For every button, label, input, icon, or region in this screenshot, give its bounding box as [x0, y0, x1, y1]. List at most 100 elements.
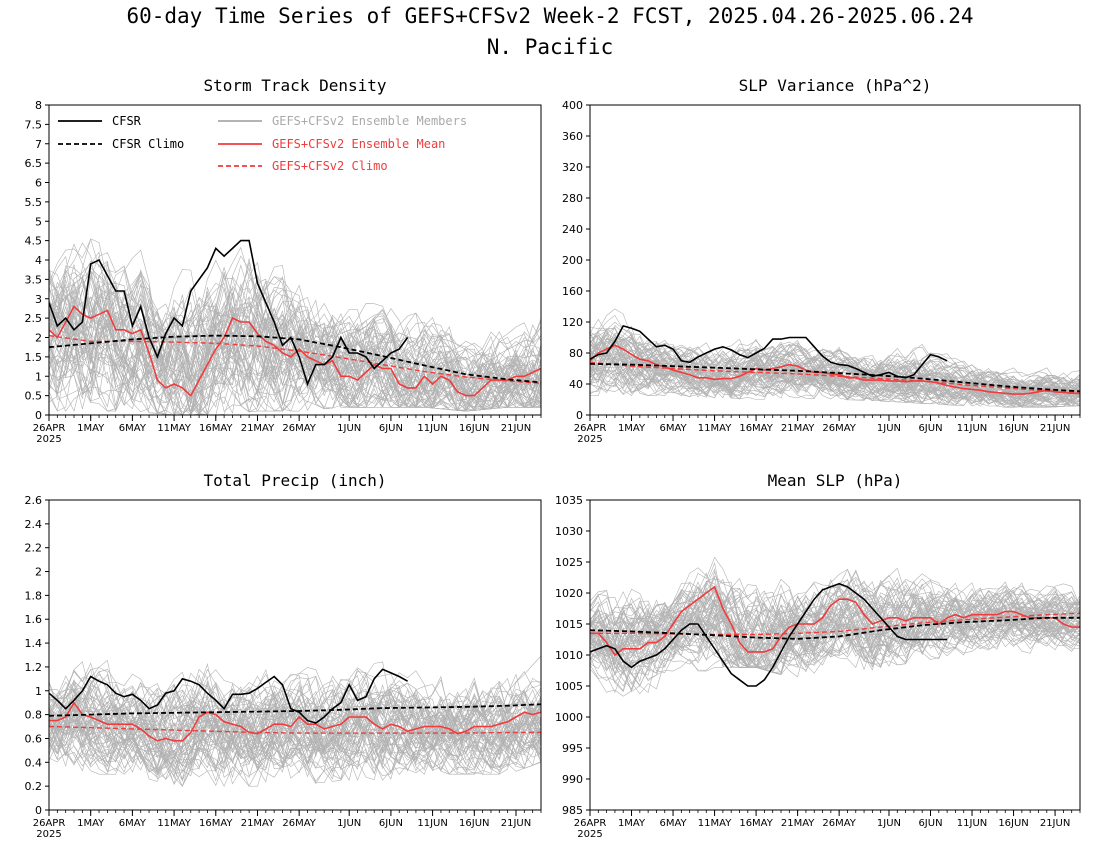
ensemble-member-line [590, 354, 1080, 407]
x-tick-label: 11MAY [157, 423, 191, 434]
x-tick-label: 16JUN [998, 818, 1028, 829]
x-year-label: 2025 [577, 829, 602, 840]
ensemble-member-line [49, 238, 541, 367]
y-tick-label: 6 [35, 177, 42, 190]
y-tick-label: 1 [35, 685, 42, 698]
chart-panel-2: SLP Variance (hPa^2) 0 40 80 120 160 200 240 280… [562, 76, 1081, 445]
ensemble-member-lines [49, 238, 541, 415]
x-tick-label: 1MAY [77, 818, 105, 829]
legend-ensemble-members-label: GEFS+CFSv2 Ensemble Members [272, 114, 467, 128]
y-tick-label: 6.5 [25, 157, 43, 170]
ensemble-member-line [590, 602, 1080, 664]
cfsr-line [590, 582, 948, 687]
ensemble-member-line [49, 308, 541, 409]
plot-frame [589, 499, 1081, 811]
y-tick-label: 360 [562, 130, 583, 143]
ensemble-member-line [49, 296, 541, 400]
ensemble-member-line [590, 581, 1080, 668]
ensemble-member-line [590, 615, 1080, 686]
ensemble-member-line [590, 611, 1080, 697]
cfsr-line [49, 668, 408, 724]
y-tick-label: 40 [569, 378, 583, 391]
x-tick-label: 1MAY [77, 423, 105, 434]
ensemble-member-line [49, 702, 541, 769]
y-tick-label: 1015 [555, 618, 583, 631]
y-tick-label: 1005 [555, 680, 583, 693]
ensemble-member-line [590, 600, 1080, 676]
y-tick-label: 2.5 [25, 312, 43, 325]
y-tick-label: 0.6 [25, 732, 43, 745]
x-tick-label: 1JUN [877, 423, 901, 434]
ensemble-member-line [590, 612, 1080, 687]
y-tick-label: 985 [562, 804, 583, 817]
ensemble-member-line [590, 352, 1080, 406]
x-tick-label: 16JUN [459, 423, 489, 434]
ensemble-member-line [590, 569, 1080, 639]
ensemble-member-line [590, 353, 1080, 408]
ensemble-member-line [49, 318, 541, 415]
ensemble-member-line [49, 338, 541, 415]
y-tick-label: 400 [562, 99, 583, 112]
x-tick-label: 11JUN [417, 818, 447, 829]
chart-panel-3: Total Precip (inch) 0 0.2 0.4 0.6 0.8 1 1.2 1.4 1… [25, 471, 542, 840]
y-tick-label: 0.5 [25, 390, 43, 403]
plot-area [590, 556, 1080, 697]
gefs-climo-line [49, 725, 541, 734]
ensemble-member-line [49, 281, 541, 393]
panel-title: Storm Track Density [203, 76, 386, 95]
ensemble-member-line [590, 354, 1080, 408]
cfsr-line [590, 324, 948, 379]
ensemble-member-line [590, 337, 1080, 405]
ensemble-member-line [49, 694, 541, 772]
x-tick-label: 11JUN [417, 423, 447, 434]
x-tick-label: 6MAY [659, 818, 687, 829]
x-tick-label: 26MAY [822, 818, 856, 829]
y-tick-label: 280 [562, 192, 583, 205]
ensemble-member-line [590, 618, 1080, 694]
x-tick-label: 16JUN [459, 818, 489, 829]
ensemble-member-line [49, 687, 541, 759]
x-tick-label: 21MAY [241, 423, 275, 434]
y-tick-label: 0.8 [25, 709, 43, 722]
ensemble-member-line [590, 568, 1080, 645]
y-tick-label: 7.5 [25, 118, 43, 131]
panel-title: Mean SLP (hPa) [768, 471, 903, 490]
x-tick-label: 26APR [574, 818, 607, 829]
panel-title: SLP Variance (hPa^2) [739, 76, 932, 95]
ensemble-member-line [590, 592, 1080, 651]
ensemble-member-line [590, 590, 1080, 690]
x-tick-label: 26APR [33, 818, 66, 829]
y-tick-label: 0.2 [25, 780, 43, 793]
x-tick-label: 26APR [33, 423, 66, 434]
y-tick-label: 5.5 [25, 196, 43, 209]
plot-area [49, 238, 541, 415]
y-tick-label: 2 [35, 332, 42, 345]
x-tick-label: 11MAY [157, 818, 191, 829]
x-tick-label: 11MAY [698, 818, 732, 829]
x-tick-label: 16MAY [199, 423, 233, 434]
ensemble-member-line [49, 259, 541, 383]
x-tick-label: 11JUN [957, 818, 987, 829]
x-tick-label: 26MAY [282, 818, 316, 829]
x-tick-label: 21JUN [1040, 423, 1070, 434]
ensemble-member-line [49, 280, 541, 407]
y-tick-label: 1035 [555, 494, 583, 507]
cfsr-climo-line [49, 334, 541, 384]
y-tick-label: 3 [35, 293, 42, 306]
y-tick-label: 5 [35, 215, 42, 228]
y-tick-label: 2.6 [25, 494, 43, 507]
chart-panel-4: Mean SLP (hPa) 985 990 995 1000 1005 1010 1015 1… [555, 471, 1081, 840]
x-tick-label: 6MAY [659, 423, 687, 434]
x-tick-label: 16MAY [199, 818, 233, 829]
y-tick-label: 1 [35, 370, 42, 383]
y-tick-label: 995 [562, 742, 583, 755]
y-tick-label: 1.8 [25, 589, 43, 602]
ensemble-member-line [49, 669, 541, 749]
plot-area [49, 655, 541, 787]
y-tick-label: 8 [35, 99, 42, 112]
x-tick-label: 6JUN [918, 423, 942, 434]
x-year-label: 2025 [36, 434, 61, 445]
y-tick-label: 0 [35, 804, 42, 817]
ensemble-member-lines [590, 308, 1080, 408]
x-tick-label: 6JUN [379, 423, 403, 434]
